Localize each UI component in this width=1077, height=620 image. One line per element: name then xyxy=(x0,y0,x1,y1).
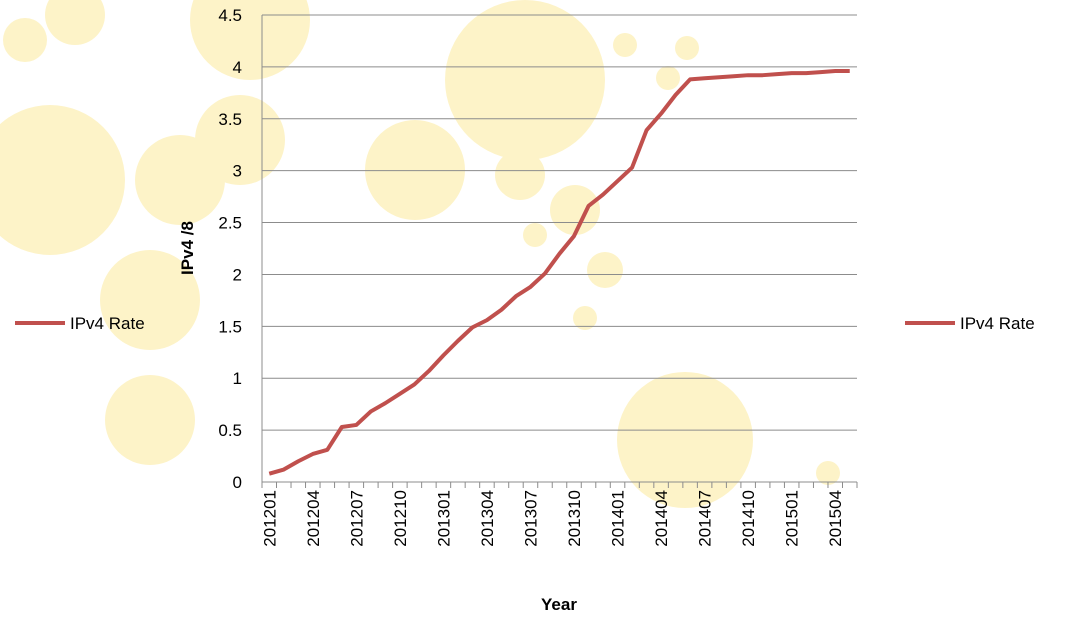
y-tick-label: 4.5 xyxy=(218,6,242,25)
y-tick-label: 3 xyxy=(233,162,242,181)
y-tick-label: 2.5 xyxy=(218,214,242,233)
x-axis-title: Year xyxy=(541,595,577,614)
x-tick-label: 201407 xyxy=(696,490,715,547)
y-tick-label: 2 xyxy=(233,265,242,284)
legend-label: IPv4 Rate xyxy=(960,314,1035,333)
x-tick-label: 201401 xyxy=(609,490,628,547)
x-tick-label: 201304 xyxy=(478,490,497,547)
y-tick-label: 0.5 xyxy=(218,421,242,440)
y-tick-label: 1.5 xyxy=(218,317,242,336)
x-tick-label: 201504 xyxy=(826,490,845,547)
x-tick-label: 201307 xyxy=(521,490,540,547)
data-line xyxy=(268,69,850,476)
x-tick-label: 201404 xyxy=(652,490,671,547)
y-tick-label: 1 xyxy=(233,369,242,388)
x-tick-label: 201301 xyxy=(434,490,453,547)
y-tick-label: 3.5 xyxy=(218,110,242,129)
x-tick-label: 201201 xyxy=(260,490,279,547)
y-axis-title: IPv4 /8 xyxy=(178,221,197,275)
x-tick-label: 201207 xyxy=(347,490,366,547)
x-tick-label: 201310 xyxy=(565,490,584,547)
x-tick-label: 201501 xyxy=(783,490,802,547)
x-tick-label: 201210 xyxy=(391,490,410,547)
legend-label: IPv4 Rate xyxy=(70,314,145,333)
x-tick-label: 201410 xyxy=(739,490,758,547)
y-tick-label: 4 xyxy=(233,58,242,77)
y-tick-label: 0 xyxy=(233,473,242,492)
background-decoration xyxy=(0,0,840,508)
x-tick-label: 201204 xyxy=(304,490,323,547)
